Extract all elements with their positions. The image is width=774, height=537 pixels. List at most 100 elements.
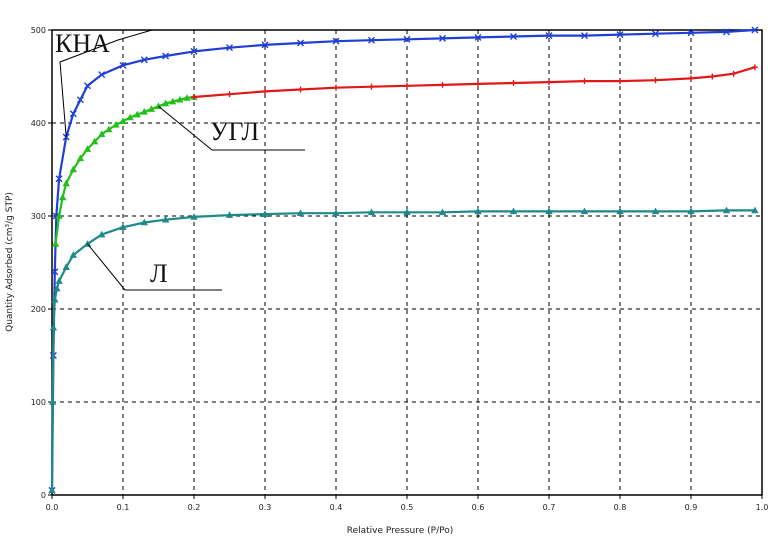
data-point bbox=[133, 110, 141, 118]
data-point bbox=[581, 32, 588, 40]
data-point bbox=[98, 71, 106, 79]
leader-line bbox=[59, 29, 153, 137]
tick-labels: 0.0 0.1 0.2 0.3 0.4 0.5 0.6 0.7 0.8 0.9 1.0 0 100 200… bbox=[31, 26, 769, 512]
series-layer bbox=[48, 26, 759, 494]
data-point bbox=[83, 145, 92, 152]
data-point bbox=[616, 207, 624, 215]
data-point bbox=[169, 97, 177, 105]
data-point bbox=[112, 121, 120, 128]
x-tick-label: 1.0 bbox=[756, 503, 769, 512]
data-point bbox=[296, 209, 305, 217]
y-tick-label: 400 bbox=[31, 119, 46, 128]
x-tick-label: 0.5 bbox=[401, 503, 414, 512]
data-point bbox=[368, 36, 375, 44]
data-point bbox=[751, 206, 759, 214]
y-tick-label: 0 bbox=[41, 491, 46, 500]
series-label-1: УГЛ bbox=[158, 105, 305, 151]
data-point bbox=[687, 207, 695, 215]
data-point bbox=[333, 84, 339, 91]
data-point bbox=[190, 213, 198, 220]
data-point bbox=[509, 207, 518, 215]
data-point bbox=[332, 37, 340, 45]
data-point bbox=[69, 251, 77, 258]
x-tick-label: 0.8 bbox=[614, 503, 627, 512]
data-point bbox=[69, 110, 77, 118]
series-line bbox=[193, 66, 756, 99]
data-point bbox=[226, 91, 233, 98]
data-point bbox=[119, 117, 127, 124]
data-point bbox=[709, 73, 716, 80]
x-tick-label: 0.0 bbox=[46, 503, 59, 512]
x-tick-label: 0.2 bbox=[188, 503, 201, 512]
data-point bbox=[751, 64, 758, 71]
data-point bbox=[332, 209, 340, 217]
series-line bbox=[54, 95, 195, 245]
data-point bbox=[730, 70, 737, 77]
y-tick-label: 200 bbox=[31, 305, 46, 314]
data-point bbox=[510, 80, 517, 87]
leader-line bbox=[158, 105, 305, 151]
data-point bbox=[62, 263, 70, 270]
data-point bbox=[191, 93, 197, 100]
data-point bbox=[49, 323, 58, 331]
series-label-text: Л bbox=[150, 259, 168, 288]
data-point bbox=[105, 125, 113, 133]
grid bbox=[48, 29, 763, 499]
annotations: КНА УГЛ Л bbox=[55, 29, 305, 291]
data-point bbox=[225, 211, 234, 218]
data-point bbox=[261, 41, 269, 49]
data-point bbox=[84, 82, 91, 90]
y-tick-label: 100 bbox=[31, 398, 46, 407]
data-point bbox=[147, 105, 156, 112]
data-point bbox=[545, 32, 553, 40]
data-point bbox=[140, 56, 148, 64]
data-point bbox=[140, 218, 148, 226]
data-point bbox=[262, 88, 268, 95]
data-point bbox=[687, 29, 695, 37]
data-point bbox=[140, 108, 148, 115]
data-point bbox=[190, 47, 198, 55]
data-point bbox=[55, 175, 63, 183]
data-point bbox=[98, 230, 106, 238]
series-2 bbox=[191, 64, 758, 100]
data-point bbox=[438, 208, 447, 216]
x-axis-title: Relative Pressure (P/Po) bbox=[347, 526, 454, 536]
x-tick-label: 0.7 bbox=[543, 503, 556, 512]
data-point bbox=[83, 240, 92, 247]
data-point bbox=[55, 277, 63, 284]
y-tick-label: 300 bbox=[31, 212, 46, 221]
data-point bbox=[546, 79, 552, 86]
data-point bbox=[161, 99, 170, 107]
data-point bbox=[751, 26, 759, 34]
data-point bbox=[98, 130, 106, 137]
data-point bbox=[474, 33, 482, 41]
y-axis-title: Quantity Adsorbed (cm³/g STP) bbox=[5, 192, 15, 332]
series-3 bbox=[48, 206, 759, 494]
data-point bbox=[55, 212, 63, 219]
data-point bbox=[616, 31, 624, 39]
data-point bbox=[545, 207, 553, 215]
data-point bbox=[439, 81, 446, 88]
data-point bbox=[51, 240, 60, 247]
data-point bbox=[617, 78, 623, 85]
series-label-text: КНА bbox=[55, 29, 110, 58]
series-line bbox=[50, 28, 755, 491]
data-point bbox=[176, 95, 184, 103]
series-1 bbox=[51, 93, 198, 247]
data-point bbox=[76, 96, 84, 104]
data-point bbox=[475, 80, 481, 87]
data-point bbox=[162, 52, 170, 60]
data-point bbox=[90, 137, 99, 145]
data-point bbox=[76, 154, 85, 162]
data-point bbox=[51, 268, 59, 276]
series-0 bbox=[48, 26, 759, 494]
x-tick-label: 0.3 bbox=[259, 503, 272, 512]
data-point bbox=[58, 193, 67, 201]
data-point bbox=[510, 33, 517, 41]
data-point bbox=[439, 34, 446, 42]
data-point bbox=[368, 83, 375, 90]
data-point bbox=[474, 207, 482, 215]
data-point bbox=[723, 28, 730, 36]
data-point bbox=[49, 398, 57, 405]
